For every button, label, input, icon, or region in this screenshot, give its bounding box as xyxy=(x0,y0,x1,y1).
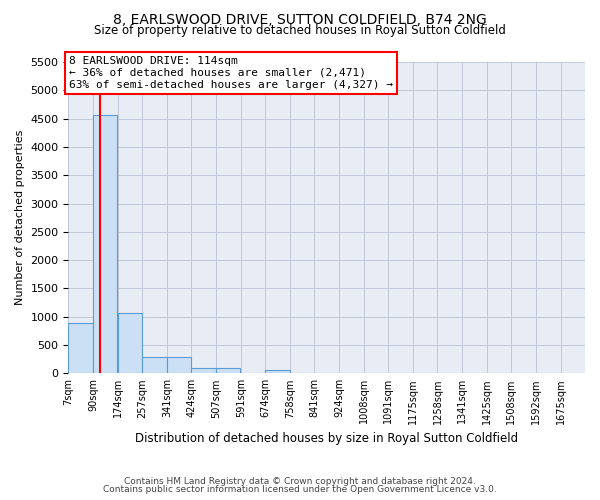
Text: Contains HM Land Registry data © Crown copyright and database right 2024.: Contains HM Land Registry data © Crown c… xyxy=(124,477,476,486)
Text: Contains public sector information licensed under the Open Government Licence v3: Contains public sector information licen… xyxy=(103,484,497,494)
Bar xyxy=(68,324,93,374)
Bar xyxy=(118,314,142,374)
Bar xyxy=(142,357,167,374)
Bar xyxy=(167,357,191,374)
Text: 8, EARLSWOOD DRIVE, SUTTON COLDFIELD, B74 2NG: 8, EARLSWOOD DRIVE, SUTTON COLDFIELD, B7… xyxy=(113,12,487,26)
Text: 8 EARLSWOOD DRIVE: 114sqm
← 36% of detached houses are smaller (2,471)
63% of se: 8 EARLSWOOD DRIVE: 114sqm ← 36% of detac… xyxy=(69,56,393,90)
Bar xyxy=(191,368,216,374)
Bar xyxy=(216,368,241,374)
Bar xyxy=(265,370,290,374)
X-axis label: Distribution of detached houses by size in Royal Sutton Coldfield: Distribution of detached houses by size … xyxy=(135,432,518,445)
Y-axis label: Number of detached properties: Number of detached properties xyxy=(15,130,25,306)
Bar xyxy=(93,115,118,374)
Text: Size of property relative to detached houses in Royal Sutton Coldfield: Size of property relative to detached ho… xyxy=(94,24,506,37)
